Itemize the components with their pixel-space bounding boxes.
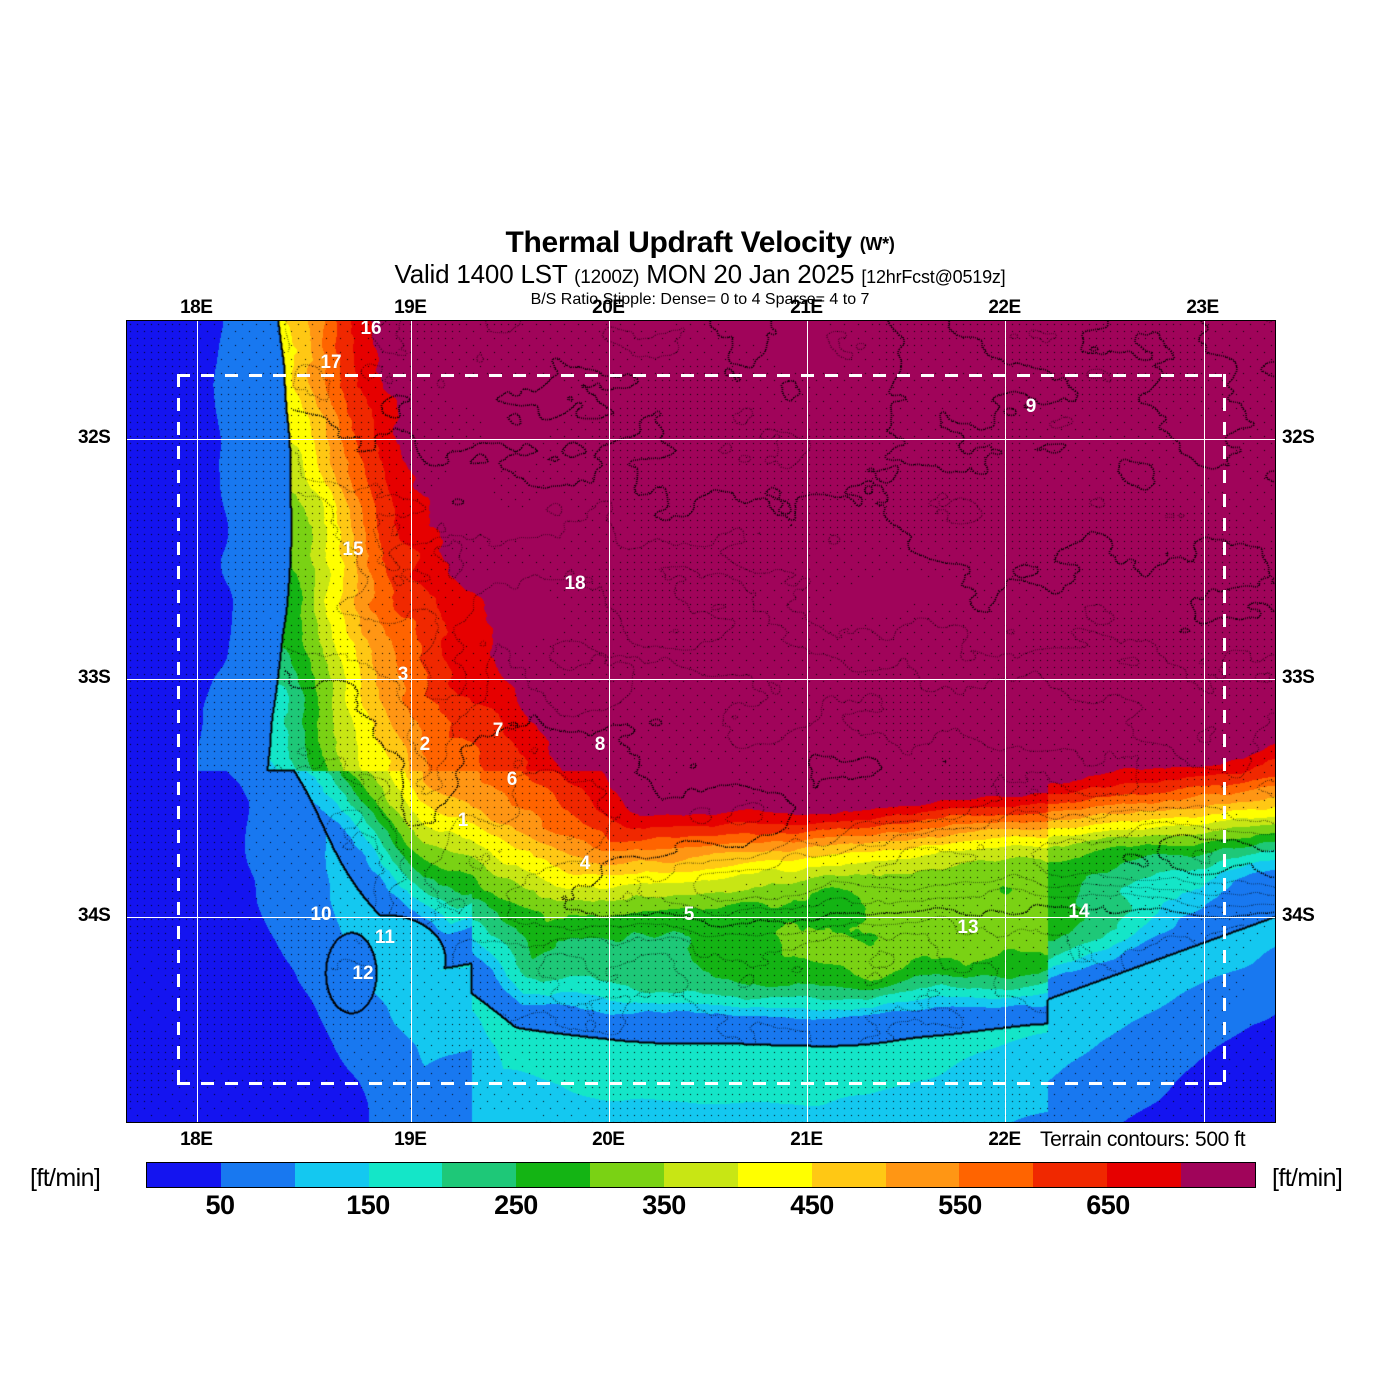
forecast-tag: [12hrFcst@0519z]: [861, 267, 1006, 287]
waypoint-12[interactable]: 12: [352, 962, 374, 984]
graticule-meridian-22E: [1005, 321, 1007, 1122]
waypoint-3[interactable]: 3: [397, 664, 409, 686]
colorbar-unit-right: [ft/min]: [1272, 1164, 1343, 1192]
valid-time-line: Valid 1400 LST (1200Z) MON 20 Jan 2025 […: [0, 259, 1400, 290]
graticule-meridian-21E: [807, 321, 809, 1122]
map-frame: 1 2 3 4 5 6 7 8 9 10 11 12 13 14 15 16 17 18: [126, 320, 1276, 1123]
colorbar-swatches: [146, 1162, 1256, 1188]
forecast-map[interactable]: 1 2 3 4 5 6 7 8 9 10 11 12 13 14 15 16 17 18: [126, 320, 1276, 1123]
colorbar-tick-50: 50: [205, 1190, 236, 1220]
lon-label-bottom-20E: 20E: [592, 1129, 625, 1150]
domain-edge-south: [177, 1082, 1223, 1086]
colorbar-swatch-12: [1033, 1163, 1108, 1187]
lat-label-right-33S: 33S: [1282, 667, 1315, 689]
waypoint-layer: 1 2 3 4 5 6 7 8 9 10 11 12 13 14 15 16 17 18: [127, 321, 1275, 1122]
waypoint-6[interactable]: 6: [506, 768, 518, 790]
valid-time: Valid 1400 LST: [394, 259, 568, 289]
lon-label-top-23E: 23E: [1186, 297, 1219, 318]
waypoint-18[interactable]: 18: [564, 573, 586, 595]
colorbar-tick-350: 350: [642, 1190, 686, 1220]
domain-edge-east: [1222, 373, 1226, 1083]
thermal-velocity-raster: [127, 321, 1275, 1122]
colorbar-tick-550: 550: [938, 1190, 982, 1220]
colorbar-legend: [ft/min] [ft/min] 50 150 250 350 450 550 650: [0, 1158, 1400, 1238]
lon-label-bottom-18E: 18E: [180, 1129, 213, 1150]
colorbar-swatch-5: [516, 1163, 591, 1187]
terrain-contour-note: Terrain contours: 500 ft: [1040, 1128, 1246, 1151]
colorbar-tick-650: 650: [1086, 1190, 1130, 1220]
stipple-legend-note: B/S Ratio Stipple: Dense= 0 to 4 Sparse=…: [530, 290, 870, 308]
colorbar-tick-250: 250: [494, 1190, 538, 1220]
waypoint-7[interactable]: 7: [492, 719, 504, 741]
graticule-layer: [127, 321, 1275, 1122]
graticule-parallel-34S: [127, 916, 1275, 918]
lon-label-bottom-22E: 22E: [988, 1129, 1021, 1150]
colorbar-swatch-10: [885, 1163, 960, 1187]
valid-utc: (1200Z): [574, 267, 640, 288]
graticule-meridian-18E: [197, 321, 199, 1122]
lat-label-left-32S: 32S: [78, 426, 111, 448]
waypoint-5[interactable]: 5: [683, 903, 695, 925]
colorbar-swatch-11: [959, 1163, 1034, 1187]
colorbar-swatch-7: [664, 1163, 738, 1187]
colorbar-swatch-6: [590, 1163, 665, 1187]
page-title: Thermal Updraft Velocity (W*): [0, 228, 1400, 258]
waypoint-13[interactable]: 13: [957, 916, 979, 938]
graticule-meridian-23E: [1203, 321, 1205, 1122]
waypoint-1[interactable]: 1: [457, 810, 469, 832]
graticule-parallel-32S: [127, 438, 1275, 440]
waypoint-2[interactable]: 2: [419, 733, 431, 755]
lat-label-right-34S: 34S: [1282, 904, 1315, 926]
waypoint-17[interactable]: 17: [320, 351, 342, 373]
graticule-parallel-33S: [127, 679, 1275, 681]
colorbar-swatch-8: [737, 1163, 812, 1187]
lon-label-top-19E: 19E: [394, 297, 427, 318]
waypoint-4[interactable]: 4: [579, 853, 591, 875]
colorbar-swatch-1: [220, 1163, 295, 1187]
lat-label-right-32S: 32S: [1282, 426, 1315, 448]
graticule-meridian-19E: [411, 321, 413, 1122]
lon-label-bottom-19E: 19E: [394, 1129, 427, 1150]
waypoint-10[interactable]: 10: [310, 903, 332, 925]
colorbar-swatch-3: [368, 1163, 443, 1187]
domain-edge-west: [177, 373, 181, 1083]
lat-label-left-34S: 34S: [78, 904, 111, 926]
waypoint-9[interactable]: 9: [1025, 395, 1037, 417]
colorbar-swatch-9: [811, 1163, 886, 1187]
colorbar-swatch-14: [1181, 1163, 1255, 1187]
lat-label-left-33S: 33S: [78, 667, 111, 689]
lon-label-top-21E: 21E: [790, 297, 823, 318]
waypoint-16[interactable]: 16: [360, 320, 382, 340]
valid-date: MON 20 Jan 2025: [646, 259, 855, 289]
main-title-text: Thermal Updraft Velocity: [505, 226, 852, 259]
colorbar-swatch-2: [294, 1163, 369, 1187]
colorbar-swatch-0: [147, 1163, 221, 1187]
colorbar-tick-150: 150: [346, 1190, 390, 1220]
domain-edge-north: [177, 373, 1223, 377]
waypoint-11[interactable]: 11: [374, 926, 395, 948]
title-block: Thermal Updraft Velocity (W*) Valid 1400…: [0, 228, 1400, 308]
wstar-symbol: (W*): [859, 234, 895, 254]
waypoint-8[interactable]: 8: [594, 733, 606, 755]
waypoint-14[interactable]: 14: [1068, 901, 1090, 922]
lon-label-bottom-21E: 21E: [790, 1129, 823, 1150]
colorbar-tick-450: 450: [790, 1190, 834, 1220]
colorbar-swatch-4: [442, 1163, 517, 1187]
colorbar-swatch-13: [1107, 1163, 1182, 1187]
colorbar-unit-left: [ft/min]: [30, 1164, 101, 1192]
graticule-meridian-20E: [609, 321, 611, 1122]
lon-label-top-22E: 22E: [988, 297, 1021, 318]
lon-label-top-18E: 18E: [180, 297, 213, 318]
domain-boundary-layer: [127, 321, 1275, 1122]
lon-label-top-20E: 20E: [592, 297, 625, 318]
waypoint-15[interactable]: 15: [342, 539, 364, 560]
